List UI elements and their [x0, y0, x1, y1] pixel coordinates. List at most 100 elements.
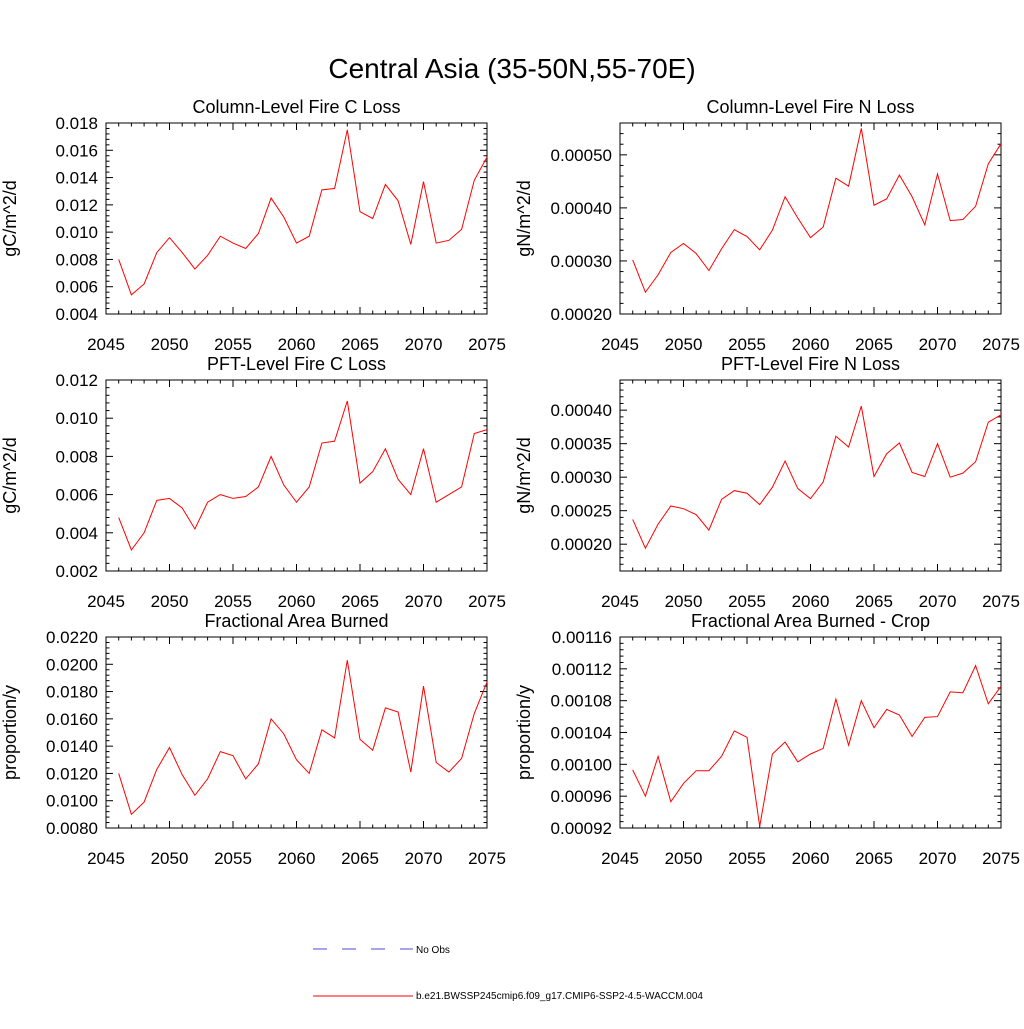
- plot-frame: [619, 379, 1002, 572]
- y-axis-label: proportion/y: [514, 685, 534, 780]
- y-tick-label: 0.004: [55, 524, 98, 543]
- x-tick-label: 2065: [855, 849, 893, 868]
- y-tick-label: 0.012: [55, 371, 98, 390]
- legend-label-no-obs: No Obs: [416, 945, 450, 956]
- panel-column-level-fire-c-loss: 2045 2050 2055 2060 2065 2070 2075 0.004 0.006 0.…: [0, 97, 506, 354]
- x-tick-label: 2070: [919, 849, 957, 868]
- plot-frame: [105, 122, 488, 315]
- x-tick-label: 2045: [601, 592, 639, 611]
- x-tick-label: 2055: [214, 592, 252, 611]
- x-tick-label: 2055: [728, 849, 766, 868]
- panel-column-level-fire-n-loss: 2045 2050 2055 2060 2065 2070 2075 0.00020 0.000…: [514, 97, 1020, 354]
- x-tick-label: 2055: [214, 335, 252, 354]
- y-tick-label: 0.0080: [46, 819, 98, 838]
- x-tick-label: 2050: [665, 335, 703, 354]
- y-tick-label: 0.008: [55, 447, 98, 466]
- x-tick-label: 2050: [151, 335, 189, 354]
- x-tick-label: 2070: [919, 592, 957, 611]
- panel-title: Column-Level Fire C Loss: [192, 97, 400, 117]
- y-axis-label: gN/m^2/d: [514, 437, 534, 513]
- panel-pft-level-fire-n-loss: 2045 2050 2055 2060 2065 2070 2075 0.00020 0.000…: [514, 354, 1020, 611]
- legend-label-model-run: b.e21.BWSSP245cmip6.f09_g17.CMIP6-SSP2-4…: [416, 991, 703, 1002]
- y-tick-label: 0.00030: [551, 468, 612, 487]
- y-axis-label: proportion/y: [0, 685, 20, 780]
- x-tick-label: 2070: [405, 592, 443, 611]
- y-tick-label: 0.00096: [551, 787, 612, 806]
- y-tick-label: 0.014: [55, 169, 98, 188]
- y-tick-label: 0.010: [55, 223, 98, 242]
- x-tick-label: 2075: [982, 592, 1020, 611]
- y-tick-label: 0.012: [55, 196, 98, 215]
- y-tick-label: 0.006: [55, 278, 98, 297]
- x-tick-label: 2065: [855, 592, 893, 611]
- series-line-model-run: [632, 405, 1002, 550]
- y-tick-label: 0.008: [55, 250, 98, 269]
- y-tick-label: 0.0140: [46, 737, 98, 756]
- x-tick-label: 2060: [792, 592, 830, 611]
- series-line-model-run: [632, 128, 1002, 294]
- y-tick-label: 0.002: [55, 562, 98, 581]
- y-tick-label: 0.00040: [551, 199, 612, 218]
- y-tick-label: 0.00050: [551, 146, 612, 165]
- series-line-model-run: [118, 400, 488, 552]
- y-tick-label: 0.0100: [46, 792, 98, 811]
- y-tick-label: 0.00030: [551, 252, 612, 271]
- plot-frame: [619, 636, 1002, 829]
- x-tick-label: 2065: [855, 335, 893, 354]
- plot-frame: [619, 122, 1002, 315]
- x-tick-label: 2060: [278, 335, 316, 354]
- x-tick-label: 2070: [405, 335, 443, 354]
- y-tick-label: 0.00035: [551, 435, 612, 454]
- x-tick-label: 2045: [87, 335, 125, 354]
- x-tick-label: 2075: [468, 849, 506, 868]
- x-tick-label: 2050: [151, 849, 189, 868]
- series-line-model-run: [118, 660, 488, 816]
- panel-title: PFT-Level Fire C Loss: [207, 354, 386, 374]
- y-tick-label: 0.010: [55, 409, 98, 428]
- x-tick-label: 2075: [468, 335, 506, 354]
- y-tick-label: 0.0160: [46, 710, 98, 729]
- y-tick-label: 0.0180: [46, 683, 98, 702]
- y-axis-label: gC/m^2/d: [0, 180, 20, 256]
- y-tick-label: 0.006: [55, 486, 98, 505]
- plot-frame: [105, 636, 488, 829]
- panel-title: Fractional Area Burned: [204, 611, 388, 631]
- panel-fractional-area-burned: 2045 2050 2055 2060 2065 2070 2075 0.0080 0.0100…: [0, 611, 506, 868]
- x-tick-label: 2050: [665, 849, 703, 868]
- y-tick-label: 0.018: [55, 114, 98, 133]
- x-tick-label: 2045: [601, 335, 639, 354]
- y-tick-label: 0.0120: [46, 764, 98, 783]
- y-axis-label: gC/m^2/d: [0, 437, 20, 513]
- y-tick-label: 0.00116: [552, 628, 612, 647]
- x-tick-label: 2055: [214, 849, 252, 868]
- x-tick-label: 2055: [728, 592, 766, 611]
- series-line-model-run: [118, 129, 488, 296]
- panel-title: PFT-Level Fire N Loss: [721, 354, 900, 374]
- y-tick-label: 0.00112: [552, 660, 612, 679]
- y-tick-label: 0.0200: [46, 655, 98, 674]
- legend: No Obs b.e21.BWSSP245cmip6.f09_g17.CMIP6…: [313, 945, 703, 1002]
- x-tick-label: 2075: [982, 849, 1020, 868]
- x-tick-label: 2060: [278, 592, 316, 611]
- figure-title: Central Asia (35-50N,55-70E): [328, 53, 695, 84]
- y-tick-label: 0.00040: [551, 401, 612, 420]
- x-tick-label: 2075: [982, 335, 1020, 354]
- y-tick-label: 0.0220: [46, 628, 98, 647]
- x-tick-label: 2045: [87, 592, 125, 611]
- x-tick-label: 2050: [665, 592, 703, 611]
- panels: 2045 2050 2055 2060 2065 2070 2075 0.004 0.006 0.…: [0, 97, 1020, 868]
- x-tick-label: 2045: [601, 849, 639, 868]
- x-tick-label: 2070: [405, 849, 443, 868]
- y-tick-label: 0.00100: [551, 755, 612, 774]
- x-tick-label: 2075: [468, 592, 506, 611]
- x-tick-label: 2065: [341, 335, 379, 354]
- panel-title: Fractional Area Burned - Crop: [691, 611, 930, 631]
- y-tick-label: 0.00020: [551, 535, 612, 554]
- x-tick-label: 2070: [919, 335, 957, 354]
- y-tick-label: 0.00025: [551, 502, 612, 521]
- y-tick-label: 0.004: [55, 305, 98, 324]
- panel-fractional-area-burned-crop: 2045 2050 2055 2060 2065 2070 2075 0.00092 0.000…: [514, 611, 1020, 868]
- x-tick-label: 2050: [151, 592, 189, 611]
